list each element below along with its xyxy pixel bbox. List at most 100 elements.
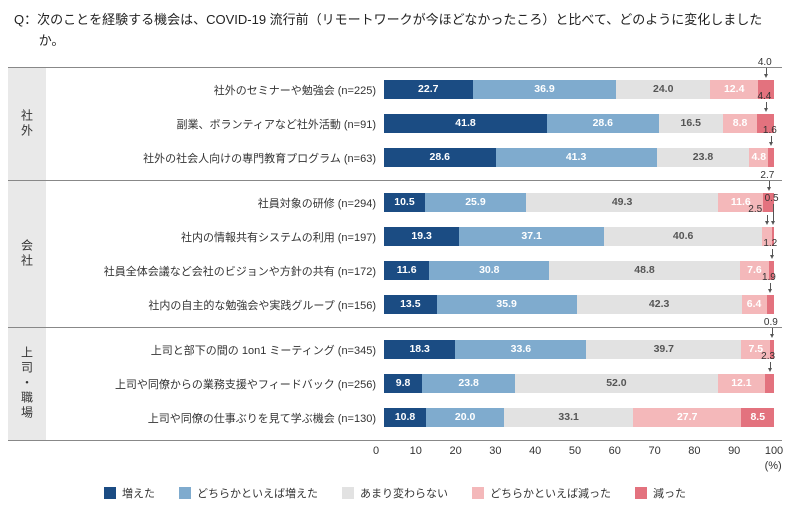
- bar-segment: [770, 339, 774, 359]
- legend-swatch: [104, 486, 116, 499]
- bar-segment: 13.5: [384, 294, 437, 314]
- bar-segment: 8.5: [741, 407, 774, 427]
- bar-cell: 1.2 11.6 30.8 48.8 7.6: [384, 238, 777, 288]
- bar-segment: 12.4: [710, 79, 759, 99]
- callout-value: 1.9: [761, 271, 776, 283]
- bar-segment: 20.0: [426, 407, 505, 427]
- bar-segment: 33.6: [455, 339, 587, 359]
- axis-tick: 0: [372, 444, 380, 457]
- callout-value: 0.5: [764, 192, 779, 204]
- callout-value: 2.7: [760, 169, 775, 181]
- callout-arrow: [771, 203, 776, 225]
- row-label: 社員対象の研修 (n=294): [257, 197, 376, 210]
- chart-row: 社内の自主的な勉強会や実践グループ (n=156) 1.9 13.5 35.9 42.3…: [46, 272, 782, 322]
- bar-cell: 10.8 20.0 33.1 27.7 8.5: [384, 401, 774, 435]
- bar-segment: 52.0: [515, 373, 718, 393]
- legend-item: 増えた: [104, 485, 155, 501]
- row-label: 社内の自主的な勉強会や実践グループ (n=156): [148, 299, 376, 312]
- axis-tick: 80: [688, 444, 701, 457]
- legend-swatch: [179, 486, 191, 499]
- bar-segment: 10.8: [384, 407, 427, 427]
- bar-segment: [762, 226, 773, 246]
- bar-segment: 23.8: [422, 373, 516, 393]
- chart-question-title: Q：次のことを経験する機会は、COVID-19 流行前（リモートワークが今ほどな…: [14, 12, 763, 48]
- bar-segment: 8.8: [722, 113, 758, 133]
- axis-tick: 30: [489, 444, 502, 457]
- chart-group: 会社 社員対象の研修 (n=294) 2.7 10.5 25.9 49.3 11.6 社内の情…: [8, 170, 782, 327]
- row-label: 副業、ボランティアなど社外活動 (n=91): [176, 118, 377, 131]
- bar-segment: [758, 79, 774, 99]
- callout-arrow: [767, 361, 772, 372]
- bar-segment: 48.8: [549, 260, 740, 280]
- group-label: 会社: [8, 180, 46, 327]
- stacked-bar: 9.8 23.8 52.0 12.1: [384, 373, 774, 393]
- callout-arrow: [770, 327, 775, 338]
- chart-group: 上司・職場 上司と部下の間の 1on1 ミーティング (n=345) 0.9 18.3…: [8, 317, 782, 440]
- chart-row: 社員対象の研修 (n=294) 2.7 10.5 25.9 49.3 11.6: [46, 170, 782, 220]
- bar-segment: [757, 113, 774, 133]
- bar-segment: [766, 294, 774, 314]
- legend-swatch: [635, 486, 647, 499]
- legend-item: あまり変わらない: [342, 485, 448, 501]
- axis-tick: 100: [764, 444, 784, 457]
- bar-segment: 11.6: [384, 260, 430, 280]
- bar-cell: 2.3 9.8 23.8 52.0 12.1: [384, 351, 775, 401]
- group-rows: 上司と部下の間の 1on1 ミーティング (n=345) 0.9 18.3 33.6 3…: [46, 317, 782, 440]
- bar-cell: 4.0 22.7 36.9 24.0 12.4: [384, 57, 774, 107]
- stacked-bar: 10.5 25.9 49.3 11.6: [384, 192, 774, 212]
- bar-segment: 22.7: [384, 79, 473, 99]
- callout-arrow: [769, 248, 774, 259]
- legend-item: 減った: [635, 485, 686, 501]
- group-rows: 社外のセミナーや勉強会 (n=225) 4.0 22.7 36.9 24.0 12.4 副業…: [46, 57, 782, 180]
- bar-segment: 28.6: [384, 147, 496, 167]
- bar-segment: 7.6: [739, 260, 770, 280]
- stacked-bar: 19.3 37.1 40.6: [384, 226, 774, 246]
- legend-item: どちらかといえば増えた: [179, 485, 318, 501]
- bar-segment: [763, 192, 774, 212]
- callout-arrow: [764, 67, 769, 78]
- group-label: 社外: [8, 67, 46, 180]
- axis-tick: 60: [608, 444, 621, 457]
- row-label: 社外の社会人向けの専門教育プログラム (n=63): [143, 152, 376, 165]
- bar-segment: [765, 373, 774, 393]
- bar-segment: [772, 226, 774, 246]
- chart-row: 上司や同僚からの業務支援やフィードバック (n=256) 2.3 9.8 23.8 52…: [46, 351, 782, 401]
- axis-tick: 40: [529, 444, 542, 457]
- row-label: 社員全体会議など会社のビジョンや方針の共有 (n=172): [103, 265, 376, 278]
- bar-segment: 39.7: [586, 339, 742, 359]
- group-label: 上司・職場: [8, 327, 46, 440]
- legend-label: 減った: [653, 487, 686, 500]
- chart-legend: 増えた どちらかといえば増えた あまり変わらない どちらかといえば減った 減った: [8, 485, 782, 501]
- bar-segment: 24.0: [616, 79, 711, 99]
- legend-swatch: [342, 486, 354, 499]
- bar-segment: 30.8: [429, 260, 550, 280]
- callout-arrow: [766, 180, 771, 191]
- callout-value: 2.5: [748, 203, 763, 215]
- chart-row: 上司と部下の間の 1on1 ミーティング (n=345) 0.9 18.3 33.6 3…: [46, 317, 782, 367]
- legend-label: どちらかといえば減った: [490, 487, 611, 500]
- chart-groups: 社外 社外のセミナーや勉強会 (n=225) 4.0 22.7 36.9 24.0 12.4…: [8, 57, 782, 441]
- bar-segment: 25.9: [424, 192, 526, 212]
- chart-group: 社外 社外のセミナーや勉強会 (n=225) 4.0 22.7 36.9 24.0 12.4…: [8, 57, 782, 180]
- bar-segment: 11.6: [718, 192, 764, 212]
- bar-segment: 4.8: [749, 147, 769, 167]
- axis-tick: 90: [728, 444, 741, 457]
- axis-unit-label: (%): [764, 459, 782, 472]
- bar-segment: [769, 260, 774, 280]
- stacked-bar: 28.6 41.3 23.8 4.8: [384, 147, 774, 167]
- callout-value: 2.3: [761, 350, 776, 362]
- bar-segment: 37.1: [459, 226, 604, 246]
- bar-segment: [768, 147, 774, 167]
- stacked-bar: 10.8 20.0 33.1 27.7 8.5: [384, 407, 774, 427]
- bar-segment: 6.4: [741, 294, 767, 314]
- chart-row: 副業、ボランティアなど社外活動 (n=91) 4.4 41.8 28.6 16.5 8.8: [46, 91, 782, 141]
- x-axis: 0 10 20 30 40 50 60 70 80 90 100 (%): [372, 444, 783, 477]
- bar-segment: 18.3: [384, 339, 456, 359]
- stacked-bar: 18.3 33.6 39.7 7.5: [384, 339, 774, 359]
- axis-tick: 10: [409, 444, 422, 457]
- callout-arrow: [768, 282, 773, 293]
- bar-cell: 4.4 41.8 28.6 16.5 8.8: [384, 91, 774, 141]
- legend-label: 増えた: [122, 487, 155, 500]
- bar-segment: 33.1: [504, 407, 634, 427]
